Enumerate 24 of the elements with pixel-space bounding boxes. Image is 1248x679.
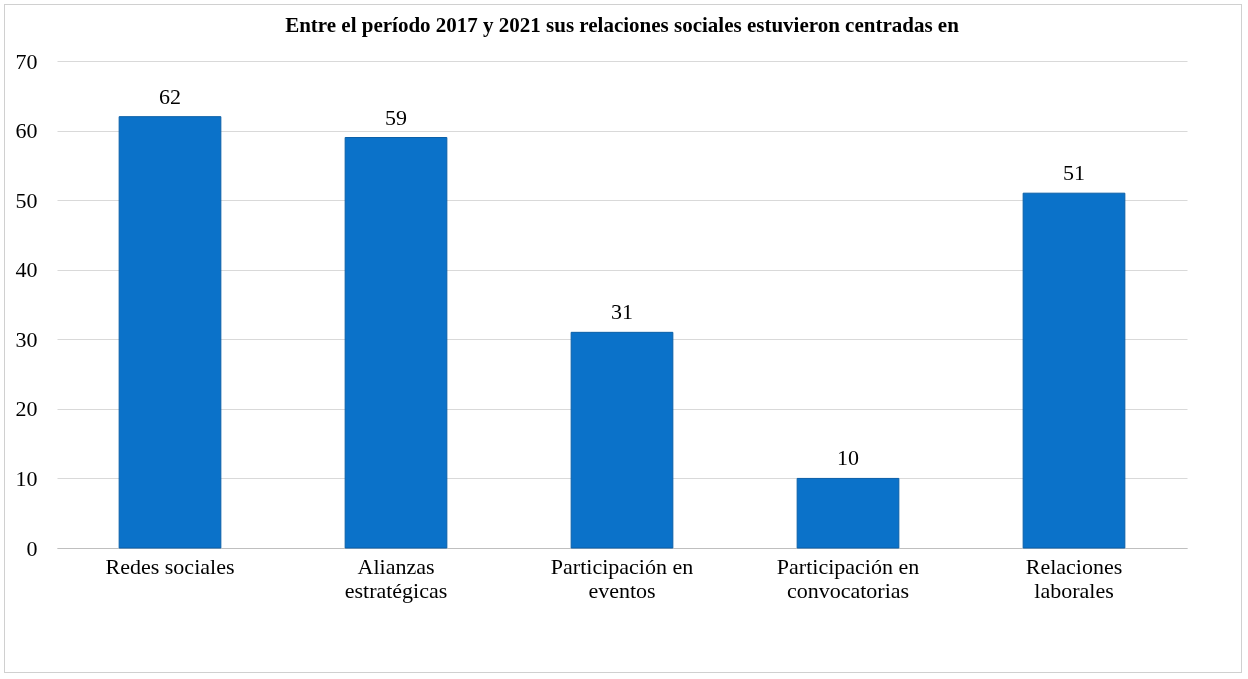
x-tick-label: Participación en convocatorias [776, 553, 920, 603]
data-label: 62 [159, 83, 181, 109]
bar [796, 477, 900, 549]
data-label: 31 [611, 299, 633, 325]
y-tick-label: 40 [15, 257, 38, 283]
data-label: 10 [837, 445, 859, 471]
y-tick-label: 50 [15, 187, 38, 213]
y-tick-label: 70 [15, 48, 38, 74]
data-label: 51 [1063, 160, 1085, 186]
bar [344, 137, 448, 549]
y-tick-label: 0 [26, 535, 38, 561]
y-tick-label: 30 [15, 326, 38, 352]
bar [570, 331, 674, 549]
data-label: 59 [385, 104, 407, 130]
y-tick-label: 20 [15, 396, 38, 422]
chart-title: Entre el período 2017 y 2021 sus relaciones sociales estuvieron centradas en [285, 13, 960, 37]
x-tick-label: Redes sociales [105, 553, 235, 579]
y-tick-label: 60 [15, 118, 38, 144]
bar [118, 116, 222, 549]
y-tick-label: 10 [15, 465, 38, 491]
x-tick-label: Relaciones laborales [1025, 553, 1123, 603]
bar [1022, 192, 1126, 549]
x-tick-label: Participación en eventos [550, 553, 694, 603]
x-tick-label: Alianzas estratégicas [344, 553, 448, 603]
